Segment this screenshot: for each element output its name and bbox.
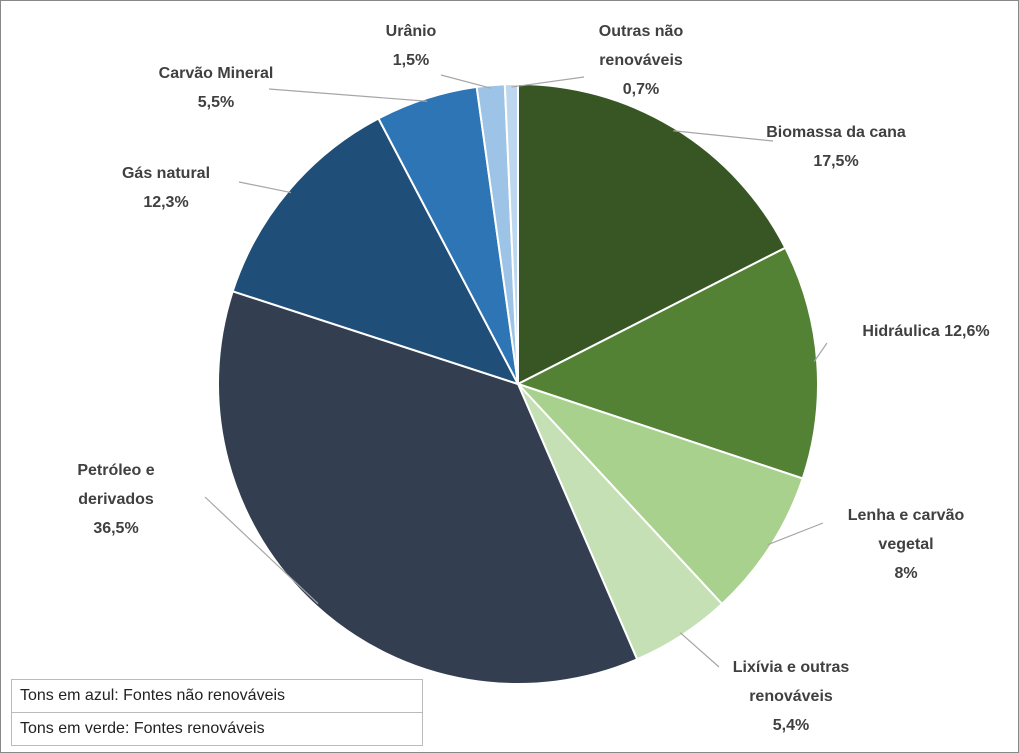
- value-label: 12,3%: [143, 194, 189, 211]
- category-label: Urânio: [385, 23, 437, 40]
- pie-slice: [517, 383, 804, 606]
- slice-label: Lixívia e outras renováveis 5,4%: [701, 653, 881, 740]
- category-label: Hidráulica: [862, 323, 940, 340]
- leader-line: [511, 76, 585, 88]
- slice-label: Gás natural 12,3%: [96, 159, 236, 217]
- category-label: Gás natural: [121, 165, 211, 182]
- slice-label: Biomassa da cana 17,5%: [761, 118, 911, 176]
- category-label: Outras não renováveis: [598, 23, 684, 69]
- leader-line: [238, 181, 292, 194]
- pie-slice: [517, 82, 787, 386]
- leader-line: [440, 74, 492, 89]
- slice-label: Lenha e carvão vegetal 8%: [821, 501, 991, 588]
- legend-box: Tons em azul: Fontes não renováveis Tons…: [11, 679, 423, 746]
- legend-note: Tons em verde: Fontes renováveis: [12, 712, 422, 745]
- category-label: Carvão Mineral: [158, 65, 274, 82]
- pie-slice: [515, 246, 819, 480]
- value-label: 5,4%: [772, 717, 810, 734]
- value-label: 12,6%: [944, 323, 990, 340]
- value-label: 1,5%: [392, 52, 430, 69]
- value-label: 17,5%: [813, 153, 859, 170]
- pie-slice: [217, 290, 639, 685]
- value-label: 0,7%: [622, 81, 660, 98]
- leader-line: [268, 88, 428, 102]
- leader-line: [679, 632, 720, 668]
- pie-slice: [231, 117, 521, 386]
- value-label: 36,5%: [93, 520, 139, 537]
- value-label: 8%: [894, 565, 918, 582]
- category-label: Lenha e carvão vegetal: [847, 507, 965, 553]
- value-label: 5,5%: [197, 94, 235, 111]
- leader-line: [204, 496, 319, 605]
- slice-label: Petróleo e derivados 36,5%: [41, 456, 191, 543]
- category-label: Biomassa da cana: [766, 124, 906, 141]
- slice-label: Outras não renováveis 0,7%: [571, 17, 711, 104]
- leader-line: [813, 342, 828, 362]
- legend-note: Tons em azul: Fontes não renováveis: [20, 687, 286, 704]
- leader-line: [767, 522, 824, 546]
- category-label: Lixívia e outras renováveis: [732, 659, 850, 705]
- leader-line: [673, 130, 774, 142]
- slice-label: Carvão Mineral 5,5%: [151, 59, 281, 117]
- pie-slice: [503, 82, 519, 385]
- slice-label: Hidráulica 12,6%: [831, 317, 1019, 346]
- category-label: Petróleo e derivados: [77, 462, 155, 508]
- slice-label: Urânio 1,5%: [366, 17, 456, 75]
